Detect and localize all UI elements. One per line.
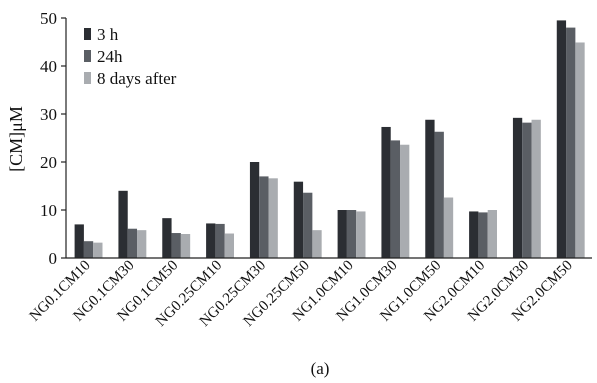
bar-2-NG0.25CM50: [303, 192, 313, 258]
bar-3-NG2.0CM50: [575, 42, 585, 259]
bar-2-NG2.0CM50: [566, 27, 576, 258]
legend-swatch: [84, 72, 91, 84]
y-tick-label: 40: [40, 57, 57, 76]
y-ticks-group: 0 10 20 30 40 50: [40, 9, 66, 268]
bar-3-NG2.0CM10: [487, 210, 497, 258]
bar-1-NG1.0CM30: [381, 126, 391, 259]
bar-3-NG0.25CM10: [224, 233, 234, 258]
bar-3-NG1.0CM30: [400, 144, 410, 258]
legend-swatch: [84, 28, 91, 40]
bar-2-NG2.0CM30: [522, 122, 532, 258]
bar-3-NG0.1CM30: [137, 230, 147, 258]
bar-1-NG2.0CM10: [469, 211, 479, 258]
legend-label: 24h: [97, 47, 123, 66]
bar-1-NG0.1CM10: [74, 224, 84, 258]
x-labels-group: NG0.1CM10NG0.1CM30NG0.1CM50NG0.25CM10NG0…: [27, 258, 576, 330]
bar-3-NG0.25CM30: [268, 178, 278, 258]
bar-2-NG1.0CM50: [434, 131, 444, 258]
y-tick-label: 10: [40, 201, 57, 220]
legend: 3 h 24h 8 days after: [84, 25, 177, 88]
bar-2-NG0.1CM50: [171, 233, 181, 258]
bar-3-NG1.0CM10: [356, 211, 366, 258]
legend-swatch: [84, 50, 91, 62]
bar-1-NG0.1CM30: [118, 190, 128, 258]
bar-1-NG0.25CM50: [293, 181, 304, 258]
legend-label: 8 days after: [97, 69, 177, 88]
bar-3-NG0.25CM50: [312, 230, 322, 258]
bar-2-NG0.25CM10: [215, 223, 225, 258]
y-tick-label: 20: [40, 153, 57, 172]
bar-1-NG0.25CM30: [249, 162, 260, 258]
bar-1-NG2.0CM50: [556, 20, 567, 259]
y-tick-label: 30: [40, 105, 57, 124]
bar-3-NG2.0CM30: [531, 119, 541, 258]
bar-3-NG0.1CM10: [93, 242, 103, 258]
y-tick-label: 0: [49, 249, 58, 268]
bar-3-NG0.1CM50: [180, 234, 191, 258]
y-tick-label: 50: [40, 9, 57, 28]
bar-2-NG1.0CM30: [390, 140, 401, 258]
bar-1-NG0.1CM50: [162, 218, 172, 258]
bar-1-NG0.25CM10: [206, 223, 216, 258]
bar-1-NG2.0CM30: [512, 117, 523, 258]
bar-2-NG2.0CM10: [478, 212, 488, 258]
bar-2-NG0.1CM30: [127, 228, 138, 258]
bar-2-NG0.1CM10: [83, 241, 94, 258]
bar-2-NG0.25CM30: [259, 176, 269, 258]
bar-1-NG1.0CM10: [337, 210, 347, 258]
legend-label: 3 h: [97, 25, 119, 44]
bar-3-NG1.0CM50: [443, 197, 454, 258]
bars-group: [74, 20, 585, 259]
figure-caption: (a): [311, 359, 330, 378]
bar-2-NG1.0CM10: [346, 210, 357, 258]
y-axis-label: [CM]μM: [6, 106, 26, 172]
axes-group: [65, 18, 592, 259]
bar-1-NG1.0CM50: [425, 119, 435, 258]
